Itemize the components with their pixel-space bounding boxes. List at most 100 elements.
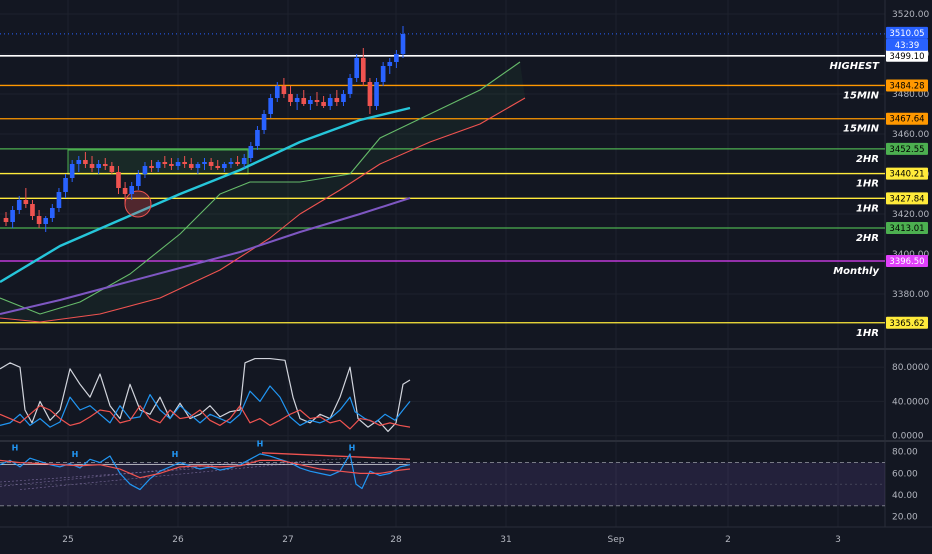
level-price-tag: 3499.10	[886, 49, 928, 62]
series-line-purple	[0, 197, 411, 315]
candle-body	[321, 102, 326, 106]
time-axis-tick-label: 2	[725, 535, 731, 545]
osc-axis-tick-label: 80.0000	[892, 363, 929, 373]
candle-body	[36, 216, 42, 224]
candle-body	[16, 200, 22, 210]
candle-body	[208, 162, 214, 166]
level-label: 2HR	[856, 233, 879, 244]
level-price-tag-bg	[886, 142, 928, 155]
series-line-red	[0, 97, 526, 323]
cloud-fill	[0, 62, 525, 322]
candle-body	[327, 98, 333, 106]
osc-series-line	[0, 385, 411, 428]
candle-body	[175, 162, 181, 166]
level-price-tag-text: 3427.84	[889, 194, 924, 204]
rsi-marker: H	[12, 444, 19, 453]
candle-body	[274, 86, 280, 98]
level-price-tag: 3365.62	[886, 316, 928, 329]
countdown-tag-bg	[886, 38, 928, 51]
candle-body	[149, 166, 154, 168]
candle-body	[50, 208, 55, 218]
rsi-trendline	[19, 462, 301, 490]
rsi-series-line	[0, 459, 411, 479]
level-price-tag-bg	[886, 316, 928, 329]
level-price-tag-text: 3440.21	[889, 170, 924, 180]
candles	[3, 26, 406, 232]
level-label: 1HR	[856, 179, 879, 190]
candle-body	[169, 164, 174, 166]
candle-body	[268, 98, 273, 114]
level-price-tag-bg	[886, 221, 928, 234]
candle-body	[374, 82, 379, 106]
level-price-tag: 3396.50	[886, 255, 928, 267]
level-price-tag: 3484.28	[886, 79, 928, 92]
candle-body	[354, 58, 359, 78]
oscillator-panel: 80.0000 40.0000 0.0000	[0, 357, 929, 442]
candle-body	[387, 62, 393, 66]
candle-body	[3, 218, 9, 222]
level-price-tag: 3467.64	[886, 112, 928, 125]
candle-body	[281, 86, 287, 94]
candle-body	[122, 188, 128, 194]
price-axis-tick-label: 3520.00	[892, 10, 929, 20]
candle-body	[235, 162, 240, 164]
candle-body	[76, 160, 82, 164]
level-label: 1HR	[856, 328, 879, 339]
rsi-marker: H	[72, 450, 79, 459]
level-price-tag-text: 3452.55	[889, 145, 924, 155]
candle-body	[102, 164, 108, 166]
level-label: 2HR	[856, 154, 879, 165]
candle-body	[162, 162, 168, 164]
rsi-axis-tick-label: 20.00	[892, 513, 918, 523]
osc-series-line	[0, 357, 411, 433]
countdown-tag: 43:39	[886, 38, 928, 51]
rsi-marker: H	[349, 444, 356, 453]
candle-body	[347, 78, 353, 94]
level-price-tag-bg	[886, 112, 928, 125]
level-price-tag-text: 3499.10	[889, 52, 924, 62]
candle-body	[261, 114, 267, 130]
price-axis-tick-label: 3480.00	[892, 90, 929, 100]
candle-body	[367, 82, 373, 106]
highlight-circle	[124, 190, 152, 218]
candle-body	[308, 100, 313, 104]
candle-body	[96, 164, 101, 168]
time-axis-tick-label: 27	[282, 535, 293, 545]
candle-body	[334, 98, 340, 102]
level-price-tag-bg	[886, 167, 928, 180]
support-resistance-levels	[0, 54, 885, 324]
level-price-tag-bg	[886, 49, 928, 62]
level-label: 1HR	[856, 203, 879, 214]
candle-body	[288, 94, 293, 102]
candle-body	[23, 200, 29, 204]
time-axis-tick-label: 3	[835, 535, 841, 545]
candle-body	[341, 94, 346, 102]
level-price-tag-text: 3467.64	[889, 115, 924, 125]
level-label: 15MIN	[843, 124, 880, 135]
candle-body	[241, 158, 247, 164]
candle-body	[394, 54, 399, 62]
candle-body	[30, 204, 35, 216]
candle-body	[136, 174, 141, 186]
rsi-panel: 80.00 60.00 40.00 20.00 H H H H H	[0, 439, 918, 523]
candle-body	[255, 130, 260, 146]
time-grid	[67, 0, 839, 527]
osc-series-line	[0, 405, 411, 430]
rsi-marker: H	[257, 439, 264, 448]
candle-body	[202, 162, 207, 164]
level-price-tag-text: 3365.62	[889, 319, 924, 329]
time-axis-tick-label: 26	[172, 535, 184, 545]
candle-body	[10, 210, 15, 222]
candle-body	[301, 98, 307, 104]
candle-body	[109, 166, 115, 172]
rsi-band	[0, 462, 885, 506]
level-price-tag: 3440.21	[886, 167, 928, 180]
candle-body	[142, 166, 148, 174]
level-price-tag-text: 3396.50	[889, 257, 924, 267]
time-axis-tick-label: 25	[62, 535, 73, 545]
candle-body	[83, 160, 88, 164]
candle-body	[182, 162, 187, 164]
candle-body	[215, 166, 221, 168]
